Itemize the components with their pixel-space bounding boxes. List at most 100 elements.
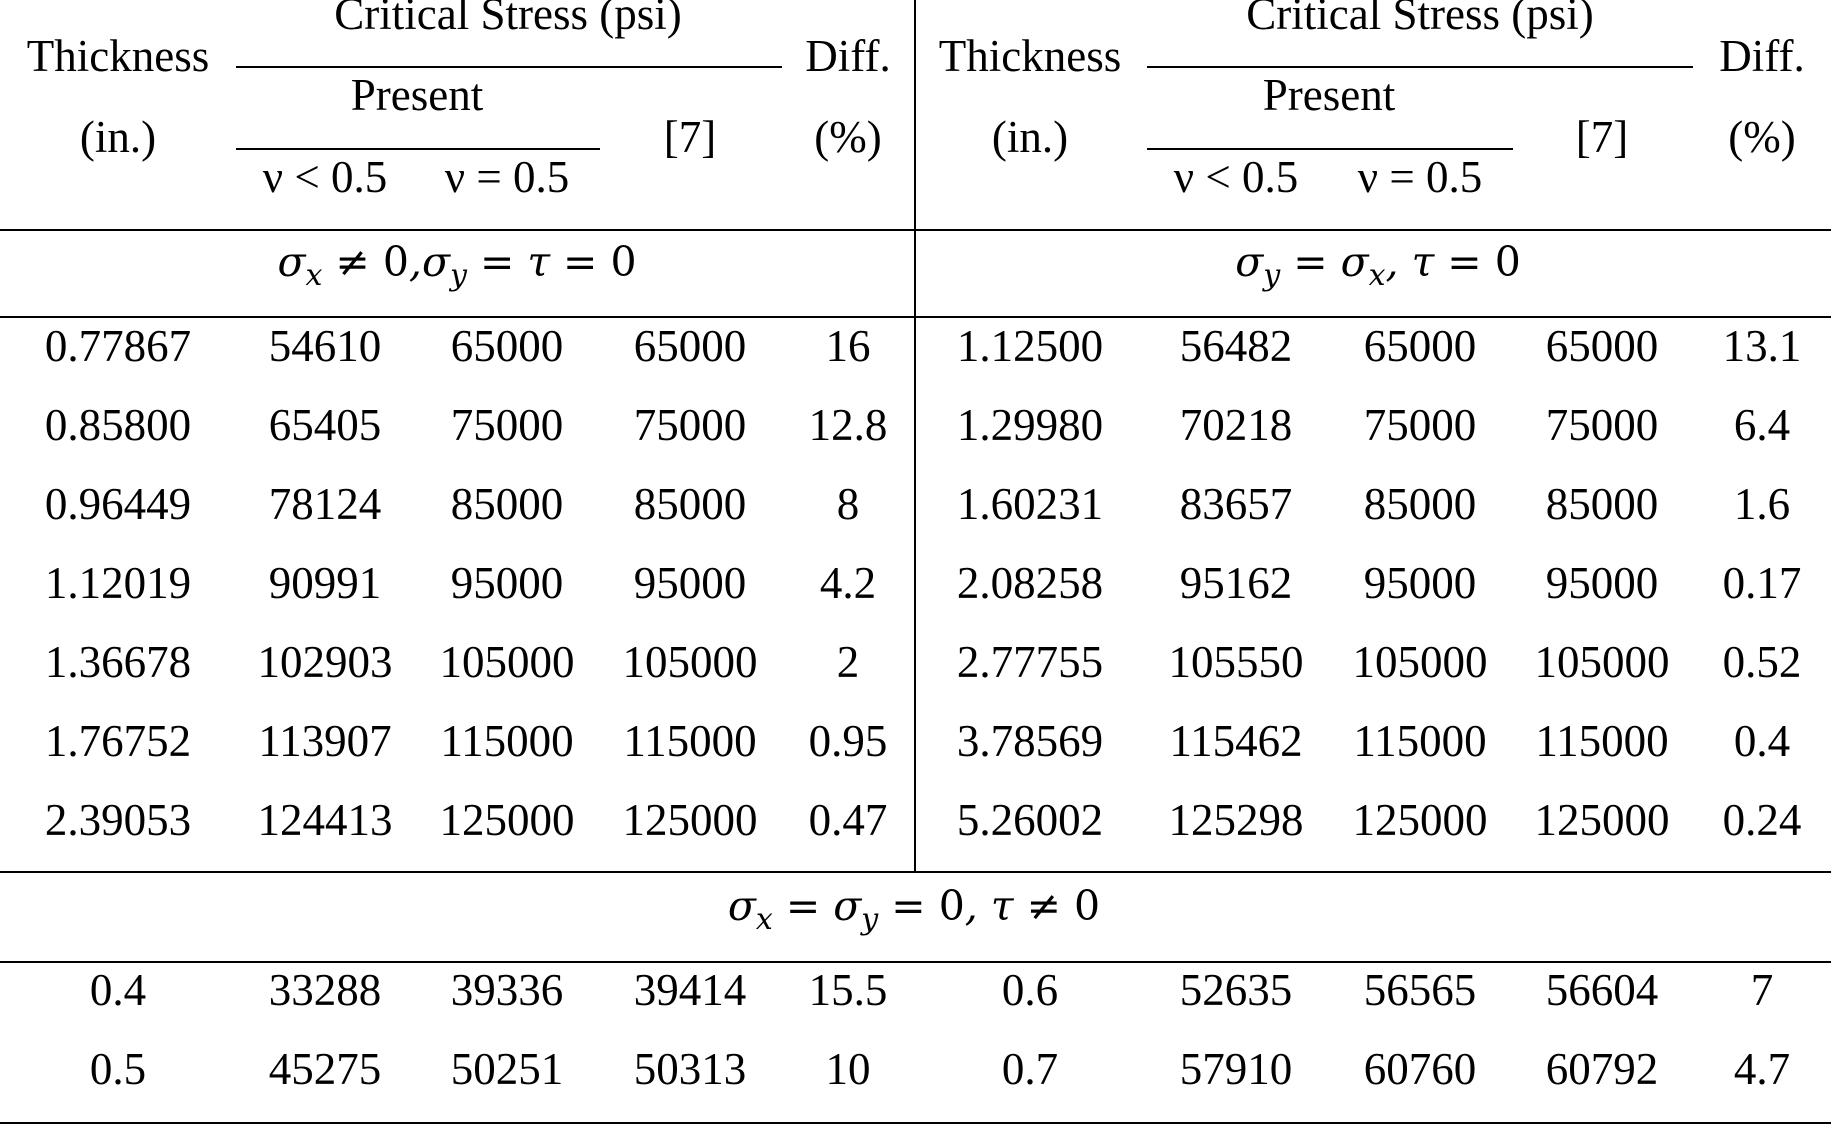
header-critical-stress-left: Critical Stress (psi) (334, 0, 682, 39)
header-thickness-right: Thickness (938, 31, 1122, 81)
bottom-cell-present-nu-eq-right: 56565 (1363, 965, 1477, 1015)
bottom-cell-thickness-right: 0.7 (1001, 1044, 1059, 1094)
top-cell-diff-right: 6.4 (1733, 400, 1791, 450)
top-cell-thickness-right: 1.12500 (956, 321, 1104, 371)
header-nu-lt-right: ν < 0.5 (1173, 152, 1299, 202)
top-cell-present-nu-lt-right: 115462 (1169, 716, 1303, 766)
top-cell-diff-left: 16 (825, 321, 871, 371)
top-cell-present-nu-lt-right: 83657 (1179, 479, 1293, 529)
top-cell-thickness-right: 1.29980 (956, 400, 1104, 450)
top-cell-diff-left: 8 (836, 479, 860, 529)
top-cell-diff-left: 2 (836, 637, 860, 687)
top-cell-present-nu-eq-left: 65000 (450, 321, 564, 371)
top-cell-ref-right: 85000 (1545, 479, 1659, 529)
bottom-cell-present-nu-lt-right: 57910 (1179, 1044, 1293, 1094)
top-cell-present-nu-lt-left: 102903 (257, 637, 393, 687)
rule-vertical-divider (914, 0, 916, 872)
header-nu-eq-right: ν = 0.5 (1357, 152, 1483, 202)
bottom-cell-present-nu-lt-left: 33288 (268, 965, 382, 1015)
top-cell-thickness-right: 2.77755 (956, 637, 1104, 687)
top-cell-diff-left: 4.2 (819, 558, 877, 608)
top-cell-present-nu-eq-right: 75000 (1363, 400, 1477, 450)
top-cell-ref-right: 75000 (1545, 400, 1659, 450)
top-cell-ref-left: 85000 (633, 479, 747, 529)
bottom-cell-present-nu-lt-left: 45275 (268, 1044, 382, 1094)
top-cell-present-nu-lt-right: 70218 (1179, 400, 1293, 450)
bottom-cell-diff-left: 15.5 (808, 965, 888, 1015)
top-cell-present-nu-eq-right: 125000 (1352, 795, 1488, 845)
top-cell-present-nu-lt-right: 125298 (1168, 795, 1304, 845)
top-cell-diff-right: 13.1 (1722, 321, 1802, 371)
top-cell-diff-right: 0.24 (1722, 795, 1802, 845)
top-cell-thickness-left: 0.85800 (44, 400, 192, 450)
top-cell-present-nu-lt-left: 113907 (258, 716, 392, 766)
rule-case-c-bottom (0, 961, 1831, 963)
top-cell-present-nu-eq-left: 75000 (450, 400, 564, 450)
bottom-cell-present-nu-eq-left: 39336 (450, 965, 564, 1015)
top-cell-present-nu-eq-left: 115000 (440, 716, 574, 766)
top-cell-present-nu-lt-right: 95162 (1179, 558, 1293, 608)
case-a-label: σx ≠ 0,σy = τ = 0σx ≠ 0, σy = τ = 0 (277, 236, 636, 291)
top-cell-diff-right: 0.52 (1722, 637, 1802, 687)
header-thickness-left: Thickness (26, 31, 210, 81)
header-nu-lt-left: ν < 0.5 (262, 152, 388, 202)
top-cell-thickness-right: 3.78569 (956, 716, 1104, 766)
top-cell-present-nu-eq-right: 115000 (1353, 716, 1487, 766)
top-cell-thickness-left: 1.76752 (44, 716, 192, 766)
header-present-left: Present (350, 70, 484, 120)
header-critical-stress-right: Critical Stress (psi) (1246, 0, 1594, 39)
top-cell-present-nu-eq-left: 105000 (439, 637, 575, 687)
top-cell-ref-right: 95000 (1545, 558, 1659, 608)
top-cell-present-nu-eq-left: 95000 (450, 558, 564, 608)
header-diff-right: Diff. (1719, 31, 1805, 81)
bottom-cell-diff-right: 4.7 (1733, 1044, 1791, 1094)
top-cell-present-nu-lt-left: 90991 (268, 558, 382, 608)
header-ref-left: [7] (663, 112, 717, 162)
header-thickness-unit-right: (in.) (991, 112, 1069, 162)
top-cell-ref-left: 125000 (622, 795, 758, 845)
bottom-cell-diff-left: 10 (825, 1044, 871, 1094)
top-cell-ref-right: 125000 (1534, 795, 1670, 845)
header-diff-unit-right: (%) (1728, 112, 1796, 162)
top-cell-thickness-left: 1.36678 (44, 637, 192, 687)
top-cell-present-nu-lt-left: 124413 (257, 795, 393, 845)
bottom-cell-ref-right: 56604 (1545, 965, 1659, 1015)
top-cell-thickness-right: 2.08258 (956, 558, 1104, 608)
top-cell-diff-left: 0.47 (808, 795, 888, 845)
top-cell-present-nu-eq-left: 125000 (439, 795, 575, 845)
rule-critical-stress-left (236, 66, 782, 68)
top-cell-diff-right: 0.4 (1733, 716, 1791, 766)
rule-top-block-bottom (0, 871, 1831, 873)
bottom-cell-ref-left: 39414 (633, 965, 747, 1015)
top-cell-present-nu-eq-right: 85000 (1363, 479, 1477, 529)
top-cell-ref-left: 115000 (623, 716, 757, 766)
top-cell-diff-right: 0.17 (1722, 558, 1802, 608)
rule-present-left (236, 148, 600, 150)
top-cell-present-nu-eq-right: 105000 (1352, 637, 1488, 687)
case-c-label: σx = σy = 0, τ ≠ 0σx = σy = 0, τ ≠ 0 (728, 880, 1100, 935)
top-cell-diff-left: 0.95 (808, 716, 888, 766)
top-cell-ref-right: 65000 (1545, 321, 1659, 371)
bottom-cell-ref-left: 50313 (633, 1044, 747, 1094)
top-cell-diff-left: 12.8 (808, 400, 888, 450)
top-cell-present-nu-lt-right: 105550 (1168, 637, 1304, 687)
top-cell-ref-right: 105000 (1534, 637, 1670, 687)
top-cell-thickness-left: 0.77867 (44, 321, 192, 371)
bottom-cell-thickness-right: 0.6 (1001, 965, 1059, 1015)
top-cell-ref-left: 75000 (633, 400, 747, 450)
bottom-cell-present-nu-lt-right: 52635 (1179, 965, 1293, 1015)
header-nu-eq-left: ν = 0.5 (444, 152, 570, 202)
bottom-cell-present-nu-eq-left: 50251 (450, 1044, 564, 1094)
top-cell-present-nu-lt-right: 56482 (1179, 321, 1293, 371)
top-cell-present-nu-eq-right: 95000 (1363, 558, 1477, 608)
top-cell-thickness-left: 0.96449 (44, 479, 192, 529)
top-cell-thickness-right: 1.60231 (956, 479, 1104, 529)
bottom-cell-thickness-left: 0.4 (89, 965, 147, 1015)
top-cell-present-nu-lt-left: 54610 (268, 321, 382, 371)
case-b-formula: σy = σx, τ = 0 (1235, 238, 1521, 293)
bottom-cell-present-nu-eq-right: 60760 (1363, 1044, 1477, 1094)
bottom-cell-diff-right: 7 (1750, 965, 1774, 1015)
top-cell-thickness-left: 1.12019 (44, 558, 192, 608)
bottom-cell-thickness-left: 0.5 (89, 1044, 147, 1094)
